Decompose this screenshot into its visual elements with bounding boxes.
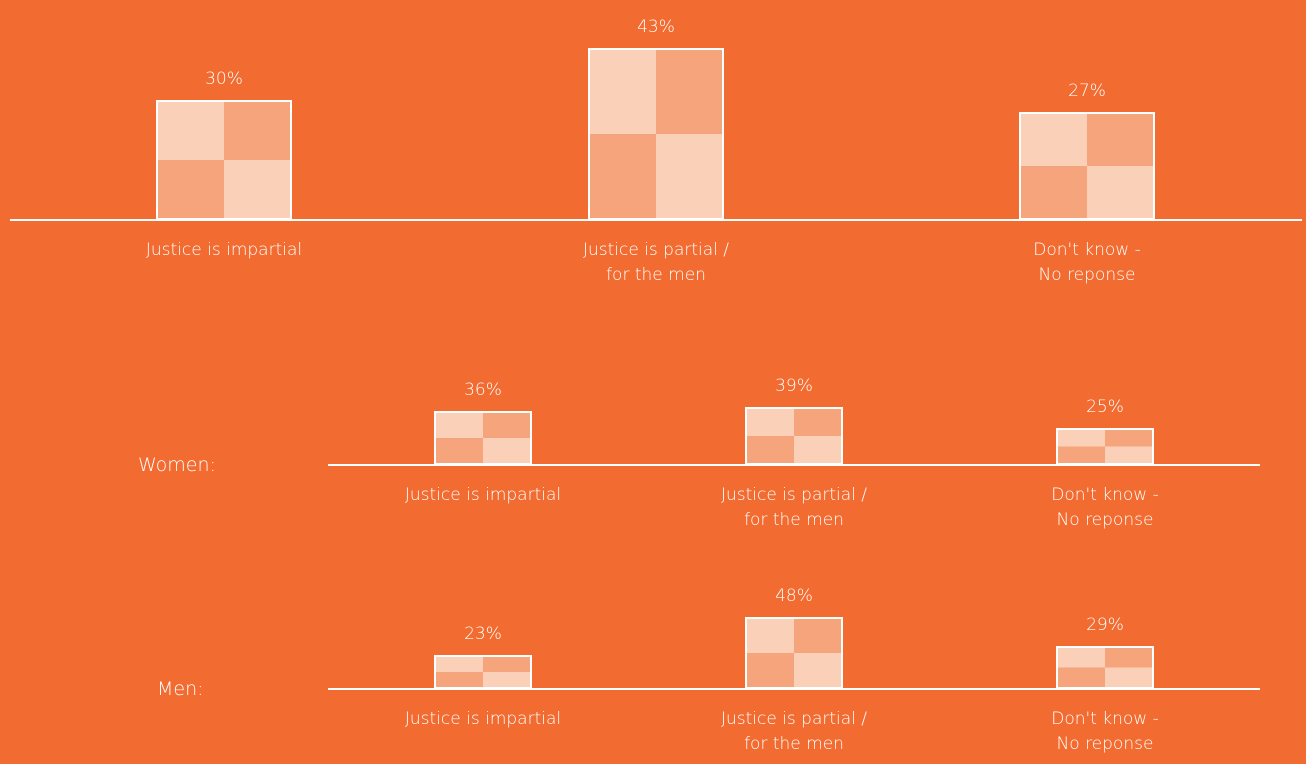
baseline <box>10 219 1302 221</box>
category-label: Don't know - No reponse <box>1051 709 1159 754</box>
bar <box>588 48 724 220</box>
value-label: 30% <box>205 69 243 89</box>
category-label: Don't know - No reponse <box>1051 485 1159 530</box>
bar <box>1019 112 1155 220</box>
bar <box>1056 645 1154 689</box>
value-label: 39% <box>775 375 813 396</box>
value-label: 43% <box>637 17 675 37</box>
bar <box>434 654 532 689</box>
category-label: Justice is partial / for the men <box>720 709 868 754</box>
baseline <box>328 464 1260 466</box>
value-label: 48% <box>775 586 813 606</box>
category-label: Justice is partial / for the men <box>720 485 868 530</box>
category-label: Don't know - No reponse <box>1033 240 1141 285</box>
category-label: Justice is partial / for the men <box>582 240 730 285</box>
group-label: Women: <box>138 454 216 476</box>
value-label: 29% <box>1086 614 1124 635</box>
value-label: 36% <box>464 380 502 400</box>
bar <box>156 100 292 220</box>
baseline <box>328 688 1260 690</box>
category-label: Justice is impartial <box>404 485 562 505</box>
bar <box>1056 427 1154 465</box>
bar <box>434 411 532 465</box>
group-label: Men: <box>157 678 204 700</box>
value-label: 27% <box>1068 81 1106 101</box>
category-label: Justice is impartial <box>404 709 562 729</box>
value-label: 23% <box>464 623 502 644</box>
value-label: 25% <box>1086 396 1124 417</box>
bar <box>745 617 843 689</box>
bar <box>745 406 843 465</box>
category-label: Justice is impartial <box>145 240 303 260</box>
